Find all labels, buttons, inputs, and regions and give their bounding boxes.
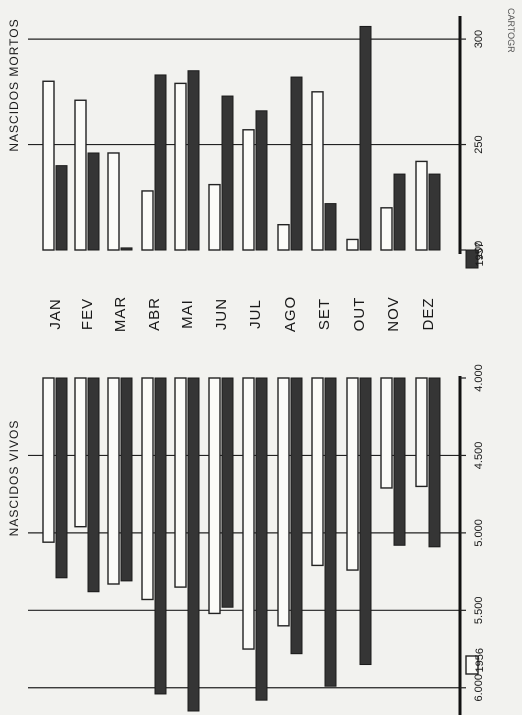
bar-1957-dez xyxy=(428,173,441,251)
bar-1957-mar xyxy=(120,377,133,582)
livebirths-chart: 4.000 4.500 5.000 5.500 6.000 NASCIDOS VIVOS xyxy=(7,364,485,715)
month-labels: JAN FEV MAR ABR MAI JUN JUL AGO SET OUT NOV DEZ xyxy=(47,296,437,332)
bar-1957-jul xyxy=(255,110,268,251)
bar-1956-mar xyxy=(107,152,120,251)
month-label-mar: MAR xyxy=(112,296,129,332)
bar-1957-ago xyxy=(290,76,303,251)
bar-1957-nov xyxy=(393,173,406,251)
bar-1957-jun xyxy=(221,95,234,251)
bar-1957-mai xyxy=(187,377,200,712)
bar-1957-set xyxy=(324,203,337,251)
bar-1956-mar xyxy=(107,377,120,585)
legend-label-1956: 1956 xyxy=(474,648,486,672)
bar-1956-abr xyxy=(141,377,154,601)
bar-1956-dez xyxy=(415,160,428,251)
bar-1956-jun xyxy=(208,183,221,251)
bar-1956-out xyxy=(346,377,359,571)
month-label-mai: MAI xyxy=(179,299,196,329)
bar-1956-jan xyxy=(42,377,55,543)
bar-1956-dez xyxy=(415,377,428,488)
month-label-abr: ABR xyxy=(146,297,163,331)
bar-1956-jun xyxy=(208,377,221,615)
bar-1957-set xyxy=(324,377,337,687)
bar-1956-mai xyxy=(174,377,187,588)
bar-1956-jul xyxy=(242,129,255,251)
bar-1957-fev xyxy=(87,152,100,251)
bar-1956-nov xyxy=(380,207,393,251)
legend-swatch-1956 xyxy=(465,655,479,675)
bar-1957-jul xyxy=(255,377,268,701)
month-label-jan: JAN xyxy=(47,298,64,329)
month-label-nov: NOV xyxy=(385,296,402,332)
tick-label-3: 5.500 xyxy=(473,597,485,625)
bar-1957-nov xyxy=(393,377,406,546)
month-label-dez: DEZ xyxy=(420,298,437,331)
bar-1957-ago xyxy=(290,377,303,655)
bar-1957-jun xyxy=(221,377,234,608)
tick-label-0: 4.000 xyxy=(473,364,485,392)
month-label-ago: AGO xyxy=(282,296,299,332)
credit-text: CARTOGR xyxy=(506,8,516,53)
bar-1956-jul xyxy=(242,377,255,650)
tick-label-2: 5.000 xyxy=(473,519,485,547)
bar-1956-ago xyxy=(277,223,290,251)
bar-1956-set xyxy=(311,91,324,251)
month-label-fev: FEV xyxy=(79,298,96,330)
bar-1956-set xyxy=(311,377,324,567)
legend-swatch-1957 xyxy=(465,249,479,269)
tick-label-1: 4.500 xyxy=(473,442,485,470)
legend: 1956 1957 xyxy=(465,242,486,675)
bar-1957-out xyxy=(359,25,372,251)
bar-1956-ago xyxy=(277,377,290,627)
chart-title: NASCIDOS MORTOS xyxy=(7,18,21,151)
bar-1957-jan xyxy=(55,165,68,251)
bar-1957-dez xyxy=(428,377,441,548)
bar-1956-fev xyxy=(74,99,87,251)
bar-1956-nov xyxy=(380,377,393,489)
chart-title: NASCIDOS VIVOS xyxy=(7,420,21,537)
month-label-set: SET xyxy=(316,298,333,330)
bar-1957-out xyxy=(359,377,372,666)
legend-label-1957: 1957 xyxy=(474,242,486,266)
month-label-jun: JUN xyxy=(213,298,230,330)
bar-1957-jan xyxy=(55,377,68,579)
tick-label-2: 300 xyxy=(473,30,485,48)
tick-label-4: 6.000 xyxy=(473,674,485,702)
bar-1956-jan xyxy=(42,80,55,251)
tick-label-1: 250 xyxy=(473,135,485,153)
bar-1956-mai xyxy=(174,82,187,251)
bar-1956-fev xyxy=(74,377,87,528)
bar-1957-fev xyxy=(87,377,100,593)
bar-1957-abr xyxy=(154,377,167,695)
month-label-jul: JUL xyxy=(247,299,264,329)
bar-1957-mar xyxy=(120,247,133,251)
bar-1957-abr xyxy=(154,74,167,251)
bar-1956-out xyxy=(346,238,359,251)
bar-1956-abr xyxy=(141,190,154,251)
bar-1957-mai xyxy=(187,70,200,251)
month-label-out: OUT xyxy=(351,297,368,332)
